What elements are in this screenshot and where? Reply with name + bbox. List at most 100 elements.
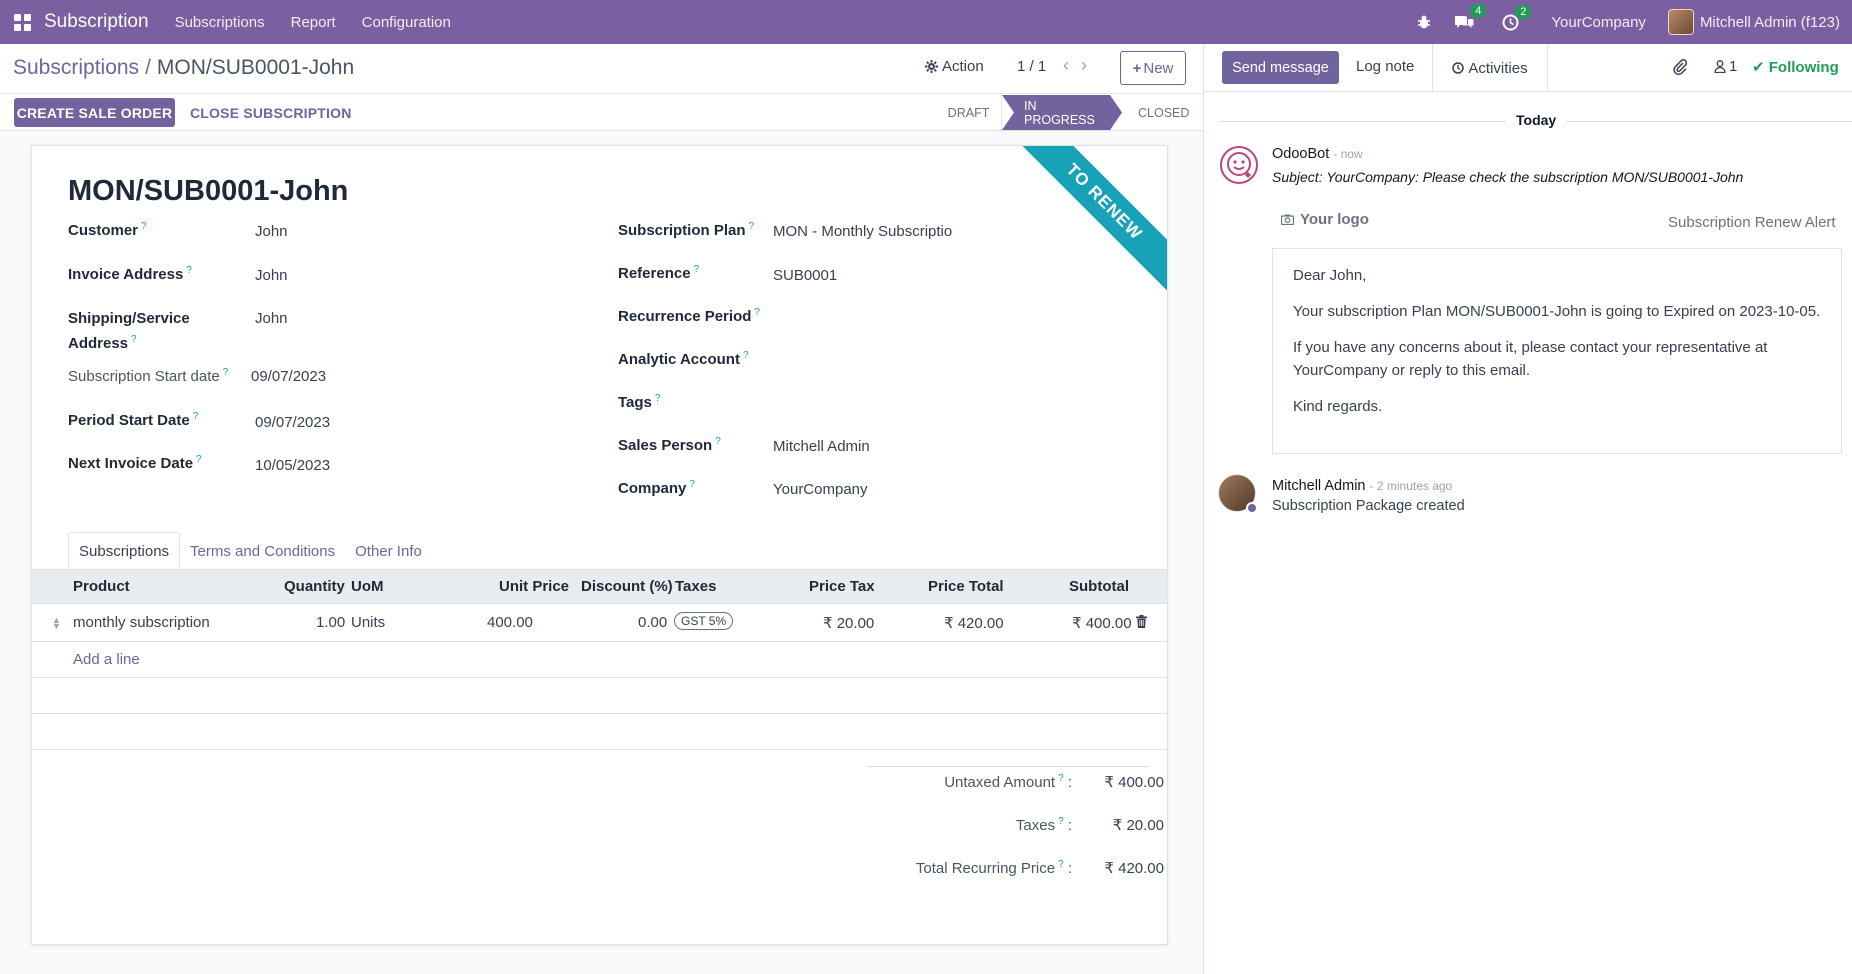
activities-button[interactable]: 2 (1502, 4, 1532, 31)
help-icon[interactable]: ? (654, 393, 661, 404)
shipping-address-field[interactable]: John (255, 310, 288, 327)
help-icon[interactable]: ? (131, 334, 137, 345)
apps-menu-button[interactable] (0, 0, 44, 44)
notebook-tabs: Subscriptions Terms and Conditions Other… (68, 532, 432, 570)
invoice-address-field[interactable]: John (255, 267, 288, 284)
line-quantity[interactable]: 1.00 (316, 614, 346, 631)
odoobot-face-icon (1227, 152, 1251, 178)
col-uom[interactable]: UoM (351, 578, 384, 595)
chevron-left-icon[interactable]: ‹ (1063, 55, 1081, 75)
help-icon[interactable]: ? (1058, 773, 1064, 784)
help-icon[interactable]: ? (689, 479, 695, 490)
stage-closed[interactable]: CLOSED (1138, 105, 1190, 120)
col-price-tax[interactable]: Price Tax (809, 578, 875, 595)
gear-icon (925, 60, 938, 73)
help-icon[interactable]: ? (742, 350, 749, 361)
user-menu[interactable]: Mitchell Admin (f123) (1667, 9, 1840, 35)
check-icon: ✔ (1752, 59, 1769, 76)
messaging-button[interactable]: 4 (1454, 4, 1487, 31)
trash-icon[interactable] (1136, 615, 1147, 628)
action-menu-button[interactable]: Action (925, 58, 984, 75)
message-time: - 2 minutes ago (1369, 479, 1453, 493)
tab-other-info[interactable]: Other Info (355, 542, 422, 560)
user-icon (1714, 60, 1726, 73)
totals-divider (867, 766, 1149, 767)
breadcrumb-subscriptions[interactable]: Subscriptions (13, 56, 140, 79)
menu-configuration[interactable]: Configuration (361, 13, 451, 31)
col-taxes[interactable]: Taxes (675, 578, 717, 595)
company-field[interactable]: YourCompany (773, 481, 868, 498)
line-discount[interactable]: 0.00 (638, 614, 668, 631)
line-taxes[interactable]: GST 5% (674, 612, 734, 630)
help-icon[interactable]: ? (1058, 816, 1064, 827)
stage-in-progress[interactable]: IN PROGRESS (1002, 95, 1122, 130)
messages-count-badge: 4 (1470, 4, 1487, 18)
new-button[interactable]: + New (1120, 51, 1186, 85)
help-icon[interactable]: ? (141, 221, 147, 232)
subscription-plan-label: Subscription Plan? (618, 221, 755, 239)
help-icon[interactable]: ? (196, 454, 202, 465)
line-uom[interactable]: Units (351, 614, 386, 631)
record-title[interactable]: MON/SUB0001-John (68, 175, 349, 207)
close-subscription-button[interactable]: CLOSE SUBSCRIPTION (190, 104, 352, 121)
help-icon[interactable]: ? (186, 265, 192, 276)
col-product[interactable]: Product (73, 578, 130, 595)
col-quantity[interactable]: Quantity (284, 578, 345, 595)
paperclip-icon[interactable] (1672, 58, 1688, 76)
table-row[interactable]: ▲ ▼ monthly subscription 1.00 Units 400.0… (32, 604, 1167, 642)
odoobot-avatar[interactable] (1220, 146, 1258, 184)
tags-label: Tags? (618, 393, 661, 411)
menu-report[interactable]: Report (290, 13, 336, 31)
help-icon[interactable]: ? (715, 436, 721, 447)
pager-value[interactable]: 1 / 1 (1017, 58, 1047, 75)
log-note-button[interactable]: Log note (1356, 58, 1415, 75)
customer-field[interactable]: John (255, 223, 288, 240)
app-name[interactable]: Subscription (44, 11, 149, 32)
chevron-right-icon[interactable]: › (1081, 55, 1099, 75)
empty-row (32, 714, 1167, 750)
debug-bug-icon[interactable] (1416, 14, 1432, 30)
stage-draft[interactable]: DRAFT (936, 95, 1002, 130)
activities-label: Activities (1468, 59, 1528, 77)
order-lines-header: Product Quantity UoM Unit Price Discount… (32, 569, 1167, 604)
help-icon[interactable]: ? (222, 367, 229, 378)
line-unit-price[interactable]: 400.00 (487, 614, 533, 631)
followers-button[interactable]: 1 (1714, 58, 1737, 75)
chat-bubbles-icon (1455, 16, 1474, 28)
company-switcher[interactable]: YourCompany (1551, 13, 1646, 31)
activities-button[interactable]: Activities (1432, 44, 1548, 92)
next-invoice-field[interactable]: 10/05/2023 (255, 457, 331, 474)
logo-text: Your logo (1300, 211, 1369, 228)
help-icon[interactable]: ? (1058, 859, 1064, 870)
col-unit-price[interactable]: Unit Price (499, 578, 570, 595)
plus-icon: + (1132, 59, 1142, 77)
line-product[interactable]: monthly subscription (73, 614, 210, 631)
pager-arrows: ‹› (1063, 55, 1099, 76)
subscription-plan-field[interactable]: MON - Monthly Subscriptior (773, 223, 953, 240)
taxes-total-value: ₹ 20.00 (1112, 817, 1164, 834)
col-subtotal[interactable]: Subtotal (1069, 578, 1129, 595)
drag-handle-icon[interactable]: ▲ ▼ (52, 615, 61, 631)
control-panel: Subscriptions / MON/SUB0001-John Action 1 … (0, 44, 1203, 131)
help-icon[interactable]: ? (754, 307, 760, 318)
create-sale-order-button[interactable]: CREATE SALE ORDER (14, 98, 175, 127)
help-icon[interactable]: ? (748, 221, 755, 232)
tab-subscriptions[interactable]: Subscriptions (68, 532, 181, 570)
reference-label: Reference? (618, 264, 700, 282)
tab-terms-and-conditions[interactable]: Terms and Conditions (190, 542, 336, 560)
followers-count: 1 (1729, 58, 1738, 75)
sales-person-field[interactable]: Mitchell Admin (773, 438, 870, 455)
help-icon[interactable]: ? (693, 264, 700, 275)
col-discount[interactable]: Discount (%) (581, 578, 673, 595)
reference-field[interactable]: SUB0001 (773, 267, 838, 284)
customer-label: Customer? (68, 221, 147, 239)
period-start-field[interactable]: 09/07/2023 (255, 414, 331, 431)
help-icon[interactable]: ? (192, 411, 199, 422)
invoice-address-label: Invoice Address? (68, 265, 192, 283)
following-button[interactable]: ✔ Following (1752, 58, 1839, 76)
col-price-total[interactable]: Price Total (928, 578, 1004, 595)
add-line-link[interactable]: Add a line (73, 651, 140, 668)
send-message-button[interactable]: Send message (1222, 51, 1339, 84)
menu-subscriptions[interactable]: Subscriptions (174, 13, 265, 31)
user-avatar (1667, 9, 1694, 35)
